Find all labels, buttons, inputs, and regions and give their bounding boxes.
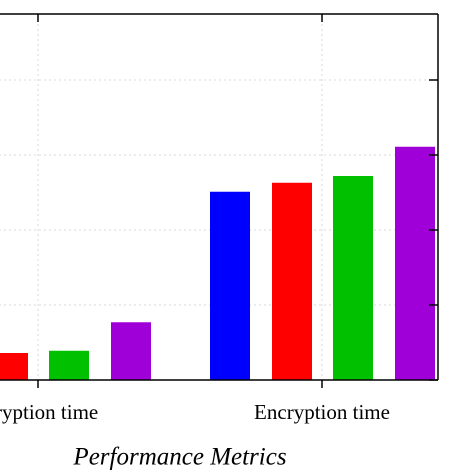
- bar: [272, 182, 312, 380]
- bar: [49, 350, 89, 380]
- x-tick-label: Encryption time: [254, 400, 390, 424]
- bar: [333, 176, 373, 380]
- x-axis-label: Performance Metrics: [72, 444, 286, 471]
- bar: [0, 353, 28, 380]
- bar: [111, 322, 151, 380]
- bar: [210, 191, 250, 380]
- x-tick-label: ryption time: [0, 400, 98, 424]
- bar: [395, 146, 435, 380]
